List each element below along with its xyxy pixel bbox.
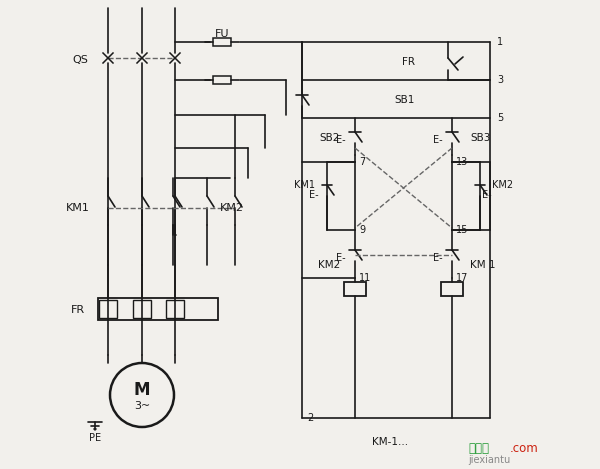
Text: KM2: KM2 xyxy=(220,203,244,213)
Text: 7: 7 xyxy=(359,157,365,167)
Text: 11: 11 xyxy=(359,273,371,283)
Text: 接线图: 接线图 xyxy=(468,441,489,454)
Text: 5: 5 xyxy=(497,113,503,123)
Bar xyxy=(344,282,366,296)
Text: .com: .com xyxy=(510,441,539,454)
Text: E-: E- xyxy=(482,190,491,200)
Bar xyxy=(213,76,231,84)
Bar xyxy=(133,300,151,318)
Text: 17: 17 xyxy=(456,273,469,283)
Text: jiexiantu: jiexiantu xyxy=(468,455,510,465)
Bar xyxy=(166,300,184,318)
Text: SB3: SB3 xyxy=(470,133,490,143)
Text: 1: 1 xyxy=(497,37,503,47)
Text: E-: E- xyxy=(310,190,319,200)
Text: 13: 13 xyxy=(456,157,468,167)
Text: SB1: SB1 xyxy=(395,95,415,105)
Text: M: M xyxy=(134,381,150,399)
Text: KM1: KM1 xyxy=(66,203,90,213)
Text: 15: 15 xyxy=(456,225,469,235)
Text: SB2: SB2 xyxy=(320,133,340,143)
Text: E-: E- xyxy=(433,253,443,263)
Text: 2: 2 xyxy=(307,413,313,423)
Text: FR: FR xyxy=(71,305,85,315)
Text: PE: PE xyxy=(89,433,101,443)
Text: KM-1...: KM-1... xyxy=(372,437,408,447)
Bar xyxy=(98,298,218,320)
Text: KM1: KM1 xyxy=(294,180,315,190)
Bar xyxy=(441,282,463,296)
Text: E-: E- xyxy=(337,253,346,263)
Text: KM 1: KM 1 xyxy=(470,260,496,270)
Text: E-: E- xyxy=(433,135,443,145)
Text: QS: QS xyxy=(72,55,88,65)
Text: FU: FU xyxy=(215,29,229,39)
Text: E-: E- xyxy=(337,135,346,145)
Text: KM2: KM2 xyxy=(318,260,340,270)
Text: 3: 3 xyxy=(497,75,503,85)
Text: KM2: KM2 xyxy=(492,180,513,190)
Text: 9: 9 xyxy=(359,225,365,235)
Bar xyxy=(213,38,231,46)
Bar xyxy=(99,300,117,318)
Text: 3~: 3~ xyxy=(134,401,150,411)
Text: FR: FR xyxy=(402,57,415,67)
